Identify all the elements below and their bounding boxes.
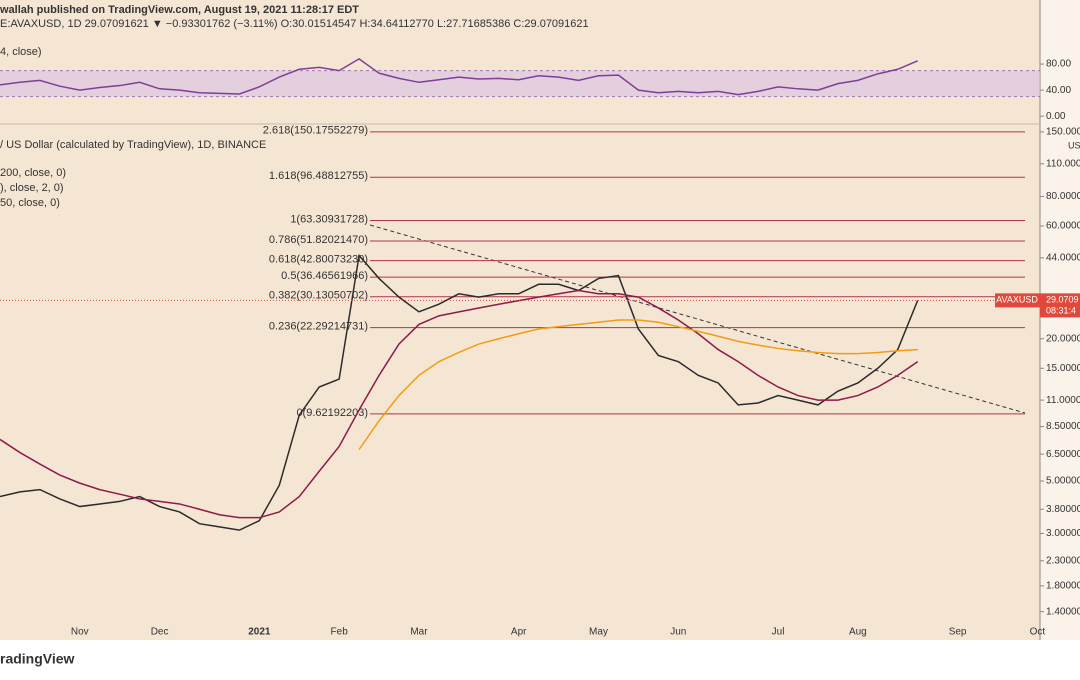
- trendline: [369, 224, 1026, 414]
- y-tick-label: 15.00000: [1046, 363, 1080, 374]
- x-tick-label: Jun: [670, 627, 686, 638]
- price-badge-text: 29.0709: [1046, 295, 1079, 305]
- x-tick-label: Dec: [151, 627, 169, 638]
- y-tick-label: 110.0000: [1046, 158, 1080, 169]
- y-tick-label: 2.30000: [1046, 555, 1080, 566]
- bb-legend: ), close, 2, 0): [0, 182, 64, 194]
- series-line: [0, 57, 918, 96]
- y-tick-label: 3.80000: [1046, 504, 1080, 515]
- publisher: wallah published on TradingView.com, Aug…: [0, 4, 359, 16]
- ma-legend: 200, close, 0): [0, 167, 66, 179]
- x-tick-label: Aug: [849, 627, 867, 638]
- fib-label: 0.236(22.29214731): [269, 321, 368, 333]
- x-tick-label: Feb: [331, 627, 349, 638]
- axis-unit: USD: [1068, 140, 1080, 150]
- series-line: [0, 253, 919, 531]
- fib-label: 1.618(96.48812755): [269, 170, 368, 182]
- x-tick-label: 2021: [248, 627, 271, 638]
- y-tick-label: 3.00000: [1046, 528, 1080, 539]
- y-tick-label: 80.00: [1046, 59, 1071, 70]
- rsi-legend: 4, close): [0, 46, 42, 58]
- series-line: [358, 319, 918, 450]
- y-tick-label: 1.80000: [1046, 581, 1080, 592]
- y-tick-label: 80.00000: [1046, 191, 1080, 202]
- symbol-badge-text: AVAXUSD: [996, 295, 1038, 305]
- fib-label: 2.618(150.17552279): [263, 125, 368, 137]
- x-tick-label: Sep: [949, 627, 967, 638]
- series-line: [0, 289, 919, 519]
- y-tick-label: 1.40000: [1046, 606, 1080, 617]
- fib-label: 1(63.30931728): [290, 213, 368, 225]
- y-tick-label: 6.50000: [1046, 449, 1080, 460]
- x-tick-label: Mar: [410, 627, 428, 638]
- y-tick-label: 150.000: [1046, 127, 1080, 138]
- x-tick-label: Oct: [1030, 627, 1046, 638]
- y-tick-label: 8.50000: [1046, 421, 1080, 432]
- y-tick-label: 11.00000: [1046, 395, 1080, 406]
- fib-label: 0.786(51.82021470): [269, 234, 368, 246]
- fib-label: 0.618(42.80073230): [269, 254, 368, 266]
- rsi-band: [0, 70, 1040, 97]
- fib-label: 0(9.62192203): [296, 407, 368, 419]
- x-tick-label: Nov: [71, 627, 89, 638]
- x-tick-label: May: [589, 627, 608, 638]
- y-tick-label: 60.00000: [1046, 221, 1080, 232]
- y-tick-label: 44.00000: [1046, 252, 1080, 263]
- fib-label: 0.5(36.46561966): [281, 270, 368, 282]
- ma-legend: 50, close, 0): [0, 197, 60, 209]
- countdown: 08:31:4: [1046, 306, 1076, 316]
- y-tick-label: 20.00000: [1046, 333, 1080, 344]
- footer-logo: radingView: [0, 651, 75, 667]
- y-tick-label: 0.00: [1046, 111, 1066, 122]
- symbol-line: E:AVAXUSD, 1D 29.07091621 ▼ −0.93301762 …: [0, 18, 589, 30]
- x-tick-label: Apr: [511, 627, 527, 638]
- y-tick-label: 5.00000: [1046, 476, 1080, 487]
- price-badge: [1040, 293, 1080, 318]
- symbol-badge: [995, 293, 1040, 308]
- main-legend: / US Dollar (calculated by TradingView),…: [0, 139, 266, 151]
- chart-background: [0, 0, 1040, 640]
- axis-background: [1040, 0, 1080, 640]
- y-tick-label: 40.00: [1046, 85, 1071, 96]
- fib-label: 0.382(30.13050702): [269, 290, 368, 302]
- x-tick-label: Jul: [772, 627, 785, 638]
